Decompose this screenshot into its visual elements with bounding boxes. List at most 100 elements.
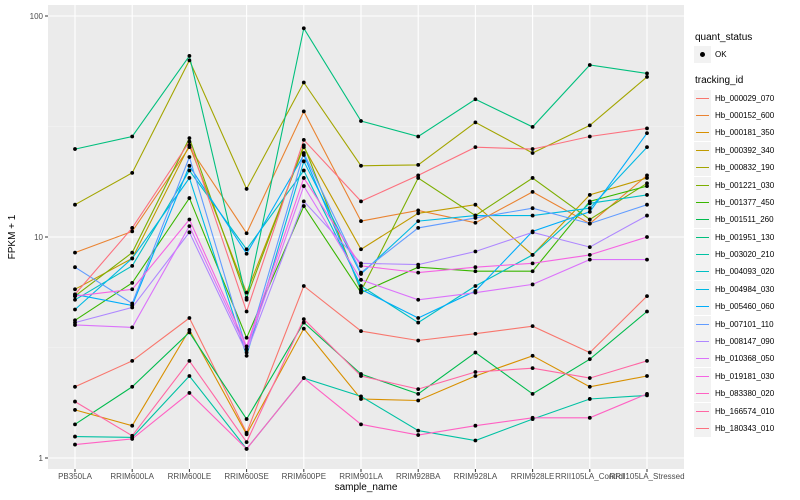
data-point bbox=[473, 216, 478, 220]
data-point bbox=[301, 320, 306, 325]
legend-item: Hb_000392_340 bbox=[694, 141, 800, 159]
legend-item-ok: OK bbox=[694, 46, 800, 64]
data-point bbox=[587, 245, 592, 250]
legend-item: Hb_000152_600 bbox=[694, 106, 800, 124]
legend-label: Hb_005460_060 bbox=[715, 302, 775, 312]
data-point bbox=[301, 143, 306, 148]
data-point bbox=[244, 335, 249, 340]
legend-label: Hb_001951_130 bbox=[715, 232, 775, 242]
y-tick-label: 10 bbox=[34, 233, 43, 242]
data-point bbox=[301, 80, 306, 85]
line-swatch-icon bbox=[694, 367, 711, 385]
legend-label: Hb_180343_010 bbox=[715, 424, 775, 433]
data-point bbox=[359, 374, 363, 378]
data-point bbox=[187, 196, 192, 200]
data-point bbox=[187, 217, 192, 222]
data-point bbox=[587, 257, 592, 262]
data-point bbox=[301, 376, 306, 380]
data-point bbox=[130, 225, 135, 230]
data-point bbox=[73, 307, 77, 312]
data-point bbox=[359, 163, 363, 168]
data-point bbox=[73, 265, 77, 270]
x-tick-label: RRIM901LA bbox=[339, 472, 383, 481]
data-point bbox=[301, 176, 306, 180]
data-point bbox=[244, 417, 249, 421]
data-point bbox=[530, 151, 535, 155]
line-swatch-icon bbox=[694, 385, 711, 403]
legend-label: Hb_008147_090 bbox=[715, 337, 775, 347]
data-point bbox=[416, 433, 421, 437]
data-point bbox=[244, 440, 249, 445]
data-point bbox=[130, 229, 135, 234]
data-point bbox=[645, 374, 649, 378]
legend-label: Hb_001377_450 bbox=[715, 197, 775, 207]
legend-item: Hb_004984_030 bbox=[694, 280, 800, 298]
data-point bbox=[530, 147, 535, 151]
data-point bbox=[130, 280, 135, 285]
line-swatch-icon bbox=[694, 246, 711, 264]
data-point bbox=[187, 155, 192, 159]
data-point bbox=[301, 159, 306, 164]
line-swatch-icon bbox=[694, 228, 711, 246]
x-tick-label: RRII105LA_Stressed bbox=[609, 472, 684, 481]
data-point bbox=[130, 301, 135, 306]
data-point bbox=[359, 422, 363, 427]
data-point bbox=[645, 309, 649, 314]
data-point bbox=[244, 347, 249, 352]
x-tick-label: RRIM600LA bbox=[110, 472, 154, 481]
data-point bbox=[359, 199, 363, 204]
data-point bbox=[416, 398, 421, 403]
data-point bbox=[473, 249, 478, 254]
line-swatch-icon bbox=[694, 89, 711, 107]
legend-item: Hb_000832_190 bbox=[694, 159, 800, 177]
data-point bbox=[416, 320, 421, 325]
data-point bbox=[473, 290, 478, 295]
grid-lines bbox=[48, 5, 684, 469]
data-point bbox=[530, 176, 535, 180]
data-point bbox=[645, 71, 649, 76]
legend-item: Hb_001221_030 bbox=[694, 176, 800, 194]
data-point bbox=[587, 209, 592, 214]
data-point bbox=[645, 257, 649, 262]
legend-item: Hb_166574_010 bbox=[694, 402, 800, 420]
legend-label: Hb_003020_210 bbox=[715, 250, 775, 260]
data-point bbox=[645, 235, 649, 239]
data-point bbox=[244, 353, 249, 358]
data-point bbox=[359, 290, 363, 295]
data-point bbox=[473, 284, 478, 288]
data-point bbox=[645, 181, 649, 186]
y-tick-label: 100 bbox=[30, 12, 44, 21]
data-point bbox=[473, 145, 478, 150]
data-point bbox=[130, 437, 135, 441]
data-point bbox=[587, 123, 592, 128]
data-point bbox=[73, 147, 77, 151]
data-point bbox=[73, 434, 77, 439]
data-point bbox=[416, 173, 421, 178]
data-point bbox=[187, 58, 192, 63]
data-point bbox=[359, 394, 363, 399]
data-point bbox=[587, 221, 592, 226]
data-point bbox=[587, 201, 592, 206]
data-point bbox=[130, 423, 135, 428]
data-point bbox=[187, 136, 192, 141]
legend-item: Hb_000029_070 bbox=[694, 89, 800, 107]
data-point bbox=[187, 359, 192, 363]
legend-item: Hb_083380_020 bbox=[694, 385, 800, 403]
data-point bbox=[301, 184, 306, 188]
x-tick-label: RRIM928BA bbox=[396, 472, 441, 481]
data-point bbox=[587, 415, 592, 420]
data-point bbox=[187, 330, 192, 335]
x-axis: PB350LA RRIM600LA RRIM600LE RRIM600SE RRIM60… bbox=[58, 469, 685, 481]
legend-item: Hb_005460_060 bbox=[694, 298, 800, 316]
data-point bbox=[73, 408, 77, 412]
legend-label: Hb_001511_260 bbox=[715, 215, 774, 225]
x-tick-label: RRIM928LA bbox=[454, 472, 498, 481]
legend-label: Hb_001221_030 bbox=[715, 180, 775, 190]
data-point bbox=[244, 309, 249, 314]
data-point bbox=[530, 282, 535, 287]
legend-label: Hb_000152_600 bbox=[715, 110, 775, 120]
x-tick-label: PB350LA bbox=[58, 472, 92, 481]
data-point bbox=[130, 433, 135, 438]
data-point bbox=[416, 211, 421, 216]
data-point bbox=[530, 269, 535, 274]
